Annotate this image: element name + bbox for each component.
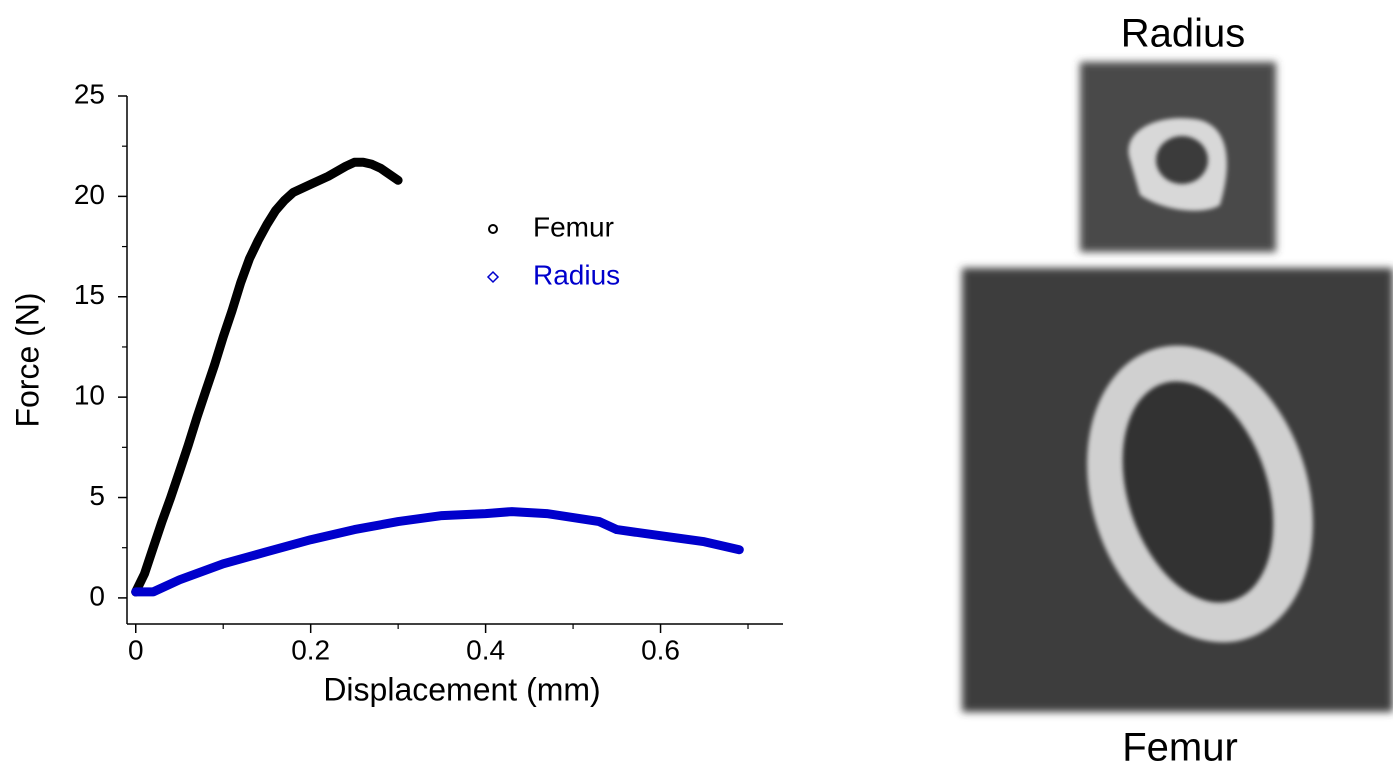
y-tick-label: 5 xyxy=(89,480,105,511)
y-tick-label: 25 xyxy=(74,78,105,109)
x-tick-label: 0.6 xyxy=(641,634,680,665)
figure: Force (N) Displacement (mm) Radius Femur… xyxy=(0,0,1393,773)
x-tick-label: 0 xyxy=(128,634,144,665)
y-tick-label: 10 xyxy=(74,380,105,411)
legend-label: Radius xyxy=(533,259,620,290)
image-label: Femur xyxy=(1122,726,1238,770)
femur-image xyxy=(962,268,1393,712)
y-axis-label: Force (N) xyxy=(9,292,45,427)
legend-marker xyxy=(488,272,498,282)
x-tick-label: 0.2 xyxy=(291,634,330,665)
x-axis-label: Displacement (mm) xyxy=(323,671,600,707)
legend-marker xyxy=(489,225,497,233)
legend-label: Femur xyxy=(533,211,614,242)
y-tick-label: 0 xyxy=(89,580,105,611)
image-label: Radius xyxy=(1121,12,1246,56)
radius-image xyxy=(1080,62,1276,252)
data-line xyxy=(136,512,740,592)
y-tick-label: 20 xyxy=(74,179,105,210)
y-tick-label: 15 xyxy=(74,279,105,310)
bone-cavity xyxy=(1156,136,1208,184)
x-tick-label: 0.4 xyxy=(466,634,505,665)
